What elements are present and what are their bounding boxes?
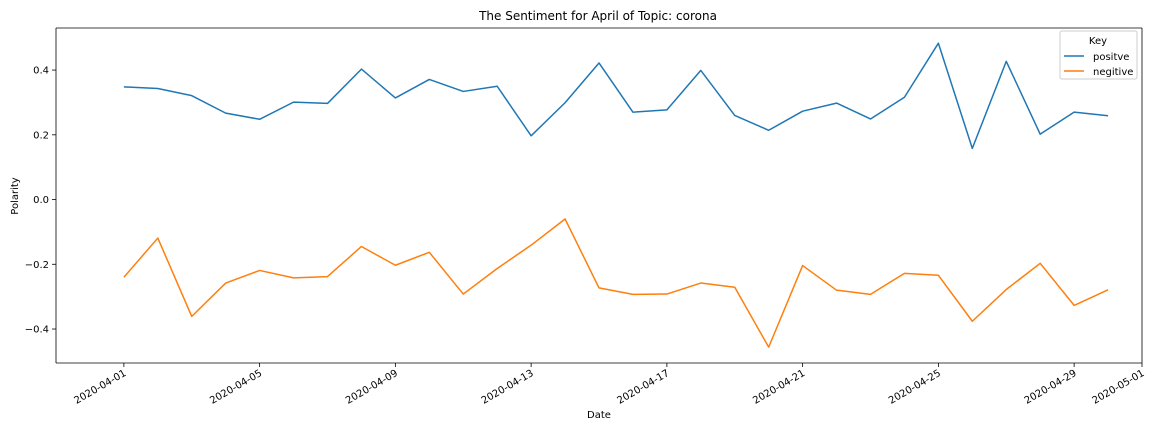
x-tick-label: 2020-04-05 — [208, 368, 264, 407]
chart-title: The Sentiment for April of Topic: corona — [478, 9, 717, 23]
legend-box — [1059, 30, 1138, 80]
x-axis-ticks: 2020-04-01 2020-04-05 2020-04-09 2020-04-13… — [73, 363, 1147, 407]
x-tick-label: 2020-04-01 — [73, 368, 129, 407]
x-tick-label: 2020-04-17 — [616, 368, 672, 407]
x-axis-label: Date — [587, 410, 611, 421]
series-lines — [123, 42, 1109, 348]
y-tick-label: 0.0 — [33, 195, 49, 206]
series-line-negitive — [123, 218, 1109, 348]
y-tick-label: −0.4 — [25, 325, 49, 336]
x-tick-label: 2020-04-09 — [344, 368, 400, 407]
legend-label-positve: positve — [1093, 52, 1129, 63]
series-line-positve — [123, 42, 1109, 150]
y-tick-label: 0.2 — [33, 130, 49, 141]
legend-label-negitive: negitive — [1093, 67, 1133, 78]
x-tick-label: 2020-05-01 — [1091, 368, 1147, 407]
y-axis-ticks: 0.4 0.2 0.0 −0.2 −0.4 — [25, 66, 56, 336]
axes-frame — [55, 27, 1143, 364]
y-axis-label: Polarity — [10, 177, 21, 215]
y-tick-label: 0.4 — [33, 66, 49, 77]
x-tick-label: 2020-04-25 — [887, 368, 943, 407]
x-tick-label: 2020-04-21 — [751, 368, 807, 407]
y-tick-label: −0.2 — [25, 260, 49, 271]
x-tick-label: 2020-04-13 — [480, 368, 536, 407]
legend: Key positve negitive — [1059, 30, 1138, 80]
legend-title: Key — [1089, 36, 1107, 47]
x-tick-label: 2020-04-29 — [1023, 368, 1079, 407]
